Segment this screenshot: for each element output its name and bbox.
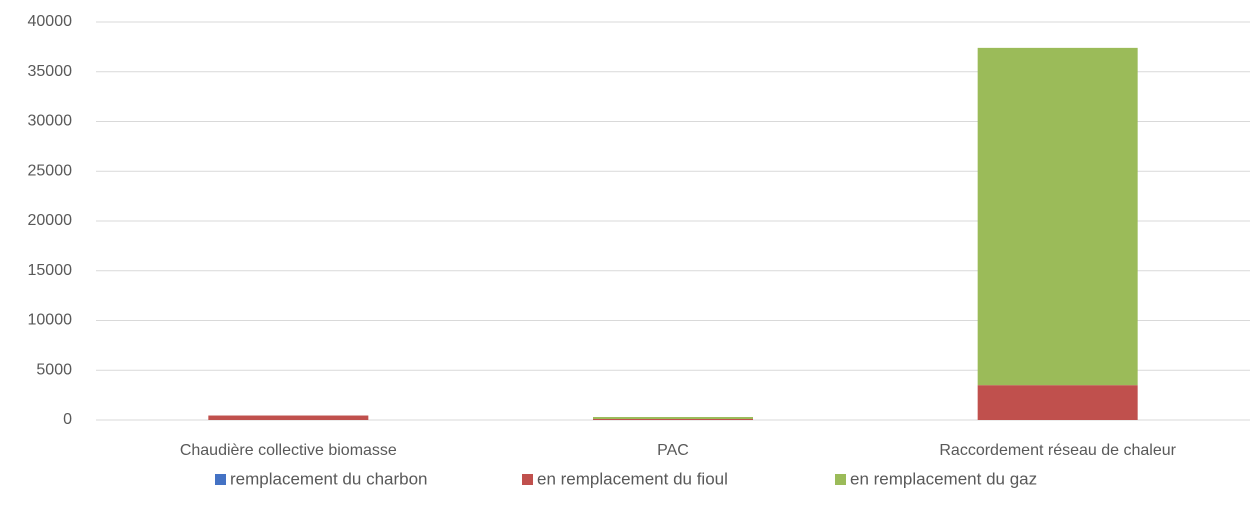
y-tick-label: 10000 [28,312,73,329]
x-tick-label: PAC [657,442,689,459]
y-tick-label: 35000 [28,63,73,80]
legend-swatch [522,474,533,485]
y-tick-label: 25000 [28,162,73,179]
legend-label: en remplacement du fioul [537,469,728,488]
bar-segment [977,385,1138,420]
legend-label: en remplacement du gaz [850,469,1037,488]
bar-segment [208,415,369,420]
bar-segment [593,417,753,420]
y-tick-label: 40000 [28,13,73,30]
x-tick-label: Chaudière collective biomasse [180,442,397,459]
legend-label: remplacement du charbon [230,469,428,488]
y-tick-label: 20000 [28,212,73,229]
y-tick-label: 5000 [36,361,72,378]
x-tick-label: Raccordement réseau de chaleur [939,442,1176,459]
legend-swatch [215,474,226,485]
y-tick-label: 15000 [28,262,73,279]
bar-segment [593,419,753,420]
y-tick-label: 0 [63,411,72,428]
bar-segment [977,47,1138,386]
y-tick-label: 30000 [28,113,73,130]
legend-swatch [835,474,846,485]
